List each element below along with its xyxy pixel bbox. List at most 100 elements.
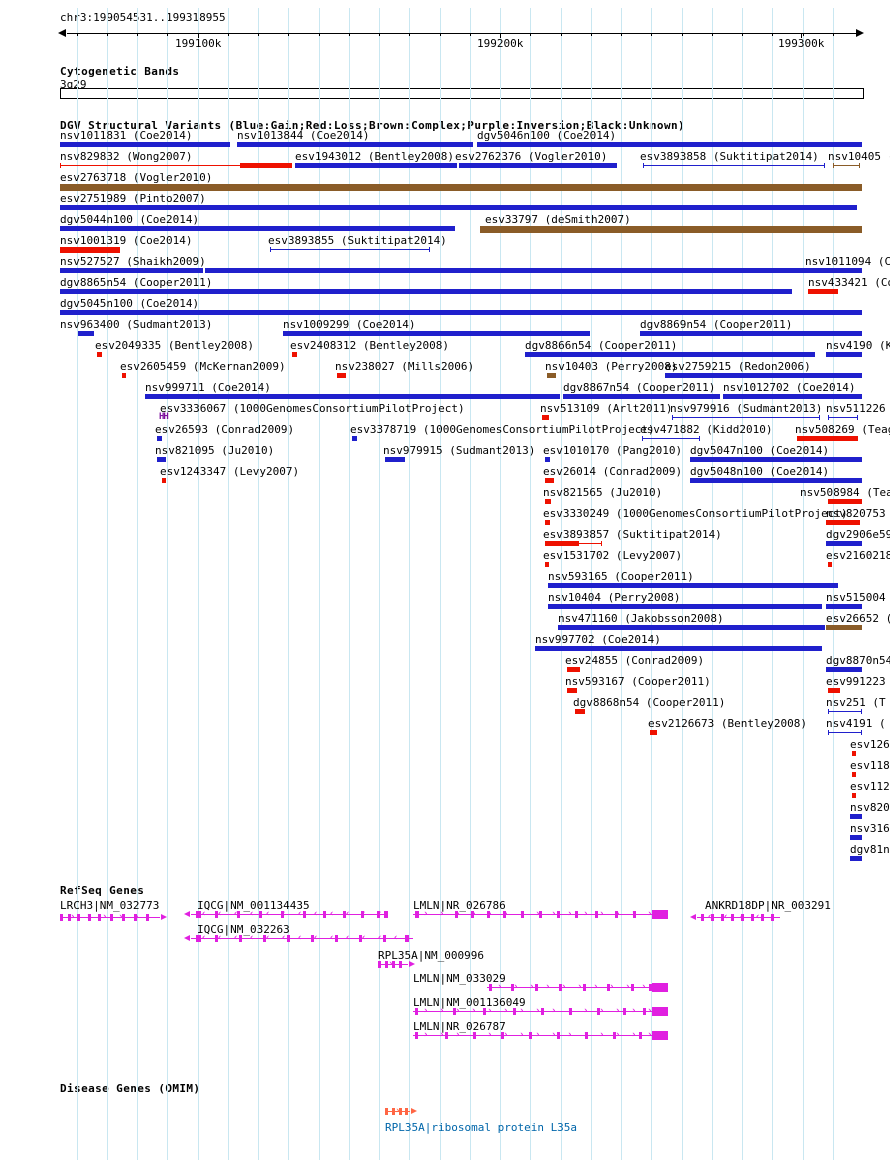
- variant-label[interactable]: nsv1011094 (Co: [805, 255, 890, 268]
- gene-exon[interactable]: [383, 935, 386, 942]
- variant-bar[interactable]: [205, 268, 862, 273]
- gene-exon[interactable]: [487, 911, 490, 918]
- gene-intron-line[interactable]: [191, 914, 388, 915]
- variant-bar[interactable]: [545, 520, 550, 525]
- gene-exon[interactable]: [623, 1008, 626, 1015]
- variant-bar[interactable]: [480, 226, 862, 233]
- gene-exon[interactable]: [471, 911, 474, 918]
- variant-bar[interactable]: [545, 541, 578, 546]
- variant-label[interactable]: nsv1001319 (Coe2014): [60, 234, 193, 247]
- gene-exon[interactable]: [583, 984, 586, 991]
- variant-label[interactable]: dgv8869n54 (Cooper2011): [640, 318, 793, 331]
- variant-label[interactable]: esv471882 (Kidd2010): [640, 423, 773, 436]
- variant-label[interactable]: esv2049335 (Bentley2008): [95, 339, 254, 352]
- variant-label[interactable]: nsv511226 (: [826, 402, 886, 415]
- gene-exon[interactable]: [701, 914, 704, 921]
- variant-span-line[interactable]: [270, 249, 430, 250]
- gene-exon[interactable]: [541, 1008, 544, 1015]
- variant-label[interactable]: nsv10404 (Perry2008): [548, 591, 681, 604]
- gene-exon[interactable]: [415, 911, 419, 918]
- gene-exon[interactable]: [215, 935, 218, 942]
- variant-bar[interactable]: [78, 331, 94, 336]
- gene-exon[interactable]: [575, 911, 578, 918]
- variant-label[interactable]: esv1010170 (Pang2010): [543, 444, 683, 457]
- gene-exon[interactable]: [613, 1032, 616, 1039]
- gene-exon[interactable]: [98, 914, 101, 921]
- variant-label[interactable]: esv26652 (: [826, 612, 890, 625]
- gene-exon[interactable]: [303, 911, 306, 918]
- gene-terminal-exon[interactable]: [652, 983, 668, 992]
- gene-exon[interactable]: [711, 914, 714, 921]
- variant-label[interactable]: dgv8867n54 (Cooper2011): [563, 381, 716, 394]
- variant-bar[interactable]: [60, 310, 862, 315]
- variant-span-line[interactable]: [642, 438, 700, 439]
- variant-bar[interactable]: [385, 457, 405, 462]
- gene-label[interactable]: LRCH3|NM_032773: [60, 899, 160, 912]
- variant-label[interactable]: nsv4191 (: [826, 717, 886, 730]
- variant-bar[interactable]: [60, 205, 857, 210]
- variant-label[interactable]: nsv979915 (Sudmant2013): [383, 444, 536, 457]
- gene-terminal-exon[interactable]: [652, 1007, 668, 1016]
- variant-label[interactable]: esv991223 (: [826, 675, 886, 688]
- variant-bar[interactable]: [352, 436, 357, 441]
- variant-label[interactable]: nsv508984 (Teagu: [800, 486, 890, 499]
- gene-intron-line[interactable]: [697, 917, 780, 918]
- gene-exon[interactable]: [385, 961, 388, 968]
- gene-exon[interactable]: [535, 984, 538, 991]
- gene-exon[interactable]: [415, 1008, 418, 1015]
- variant-label[interactable]: dgv8868n54 (Cooper2011): [573, 696, 726, 709]
- variant-span-line[interactable]: [643, 165, 825, 166]
- variant-label[interactable]: nsv4190 (Ki: [826, 339, 890, 352]
- variant-bar[interactable]: [690, 457, 862, 462]
- gene-exon[interactable]: [633, 911, 636, 918]
- variant-bar[interactable]: [826, 667, 862, 672]
- variant-label[interactable]: nsv997702 (Coe2014): [535, 633, 661, 646]
- gene-exon[interactable]: [385, 1108, 388, 1115]
- variant-bar[interactable]: [240, 163, 292, 168]
- variant-span-line[interactable]: [828, 417, 858, 418]
- variant-bar[interactable]: [563, 394, 720, 399]
- variant-label[interactable]: dgv81n: [850, 843, 890, 856]
- variant-label[interactable]: dgv8870n54: [826, 654, 890, 667]
- variant-label[interactable]: esv2762376 (Vogler2010): [455, 150, 608, 163]
- gene-exon[interactable]: [415, 1032, 418, 1039]
- gene-exon[interactable]: [513, 1008, 516, 1015]
- gene-exon[interactable]: [559, 984, 562, 991]
- gene-exon[interactable]: [361, 911, 364, 918]
- variant-bar[interactable]: [852, 772, 856, 777]
- variant-label[interactable]: nsv1011831 (Coe2014): [60, 129, 193, 142]
- variant-label[interactable]: nsv999711 (Coe2014): [145, 381, 271, 394]
- variant-bar[interactable]: [459, 163, 617, 168]
- gene-exon[interactable]: [597, 1008, 600, 1015]
- variant-bar[interactable]: [826, 604, 862, 609]
- variant-label[interactable]: esv2763718 (Vogler2010): [60, 171, 213, 184]
- variant-label[interactable]: esv2605459 (McKernan2009): [120, 360, 286, 373]
- gene-label[interactable]: ANKRD18DP|NR_003291: [705, 899, 831, 912]
- gene-exon[interactable]: [557, 1032, 560, 1039]
- variant-bar[interactable]: [542, 415, 549, 420]
- variant-label[interactable]: esv3330249 (1000GenomesConsortiumPilotPr…: [543, 507, 848, 520]
- gene-exon[interactable]: [405, 935, 409, 942]
- variant-label[interactable]: esv2751989 (Pinto2007): [60, 192, 206, 205]
- gene-exon[interactable]: [771, 914, 774, 921]
- gene-intron-line[interactable]: [413, 1011, 668, 1012]
- variant-label[interactable]: dgv5044n100 (Coe2014): [60, 213, 200, 226]
- variant-label[interactable]: esv118: [850, 759, 890, 772]
- variant-label[interactable]: esv1243347 (Levy2007): [160, 465, 300, 478]
- gene-exon[interactable]: [399, 1108, 402, 1115]
- gene-exon[interactable]: [335, 935, 338, 942]
- gene-exon[interactable]: [196, 935, 201, 942]
- variant-label[interactable]: nsv238027 (Mills2006): [335, 360, 475, 373]
- variant-bar[interactable]: [826, 541, 862, 546]
- gene-exon[interactable]: [595, 911, 598, 918]
- variant-bar[interactable]: [545, 478, 554, 483]
- variant-label[interactable]: esv26014 (Conrad2009): [543, 465, 683, 478]
- variant-bar[interactable]: [826, 625, 862, 630]
- variant-label[interactable]: esv2759215 (Redon2006): [665, 360, 811, 373]
- gene-exon[interactable]: [134, 914, 137, 921]
- gene-exon[interactable]: [639, 1032, 642, 1039]
- variant-bar[interactable]: [808, 289, 838, 294]
- gene-exon[interactable]: [503, 911, 506, 918]
- variant-label[interactable]: nsv593165 (Cooper2011): [548, 570, 694, 583]
- variant-bar[interactable]: [650, 730, 657, 735]
